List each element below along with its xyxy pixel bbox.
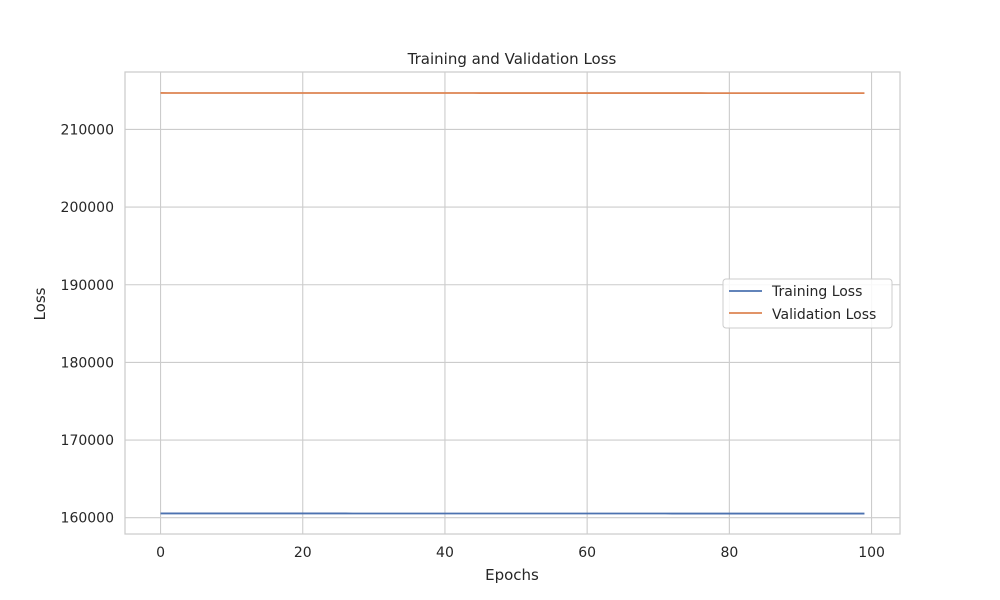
legend-label-validation: Validation Loss xyxy=(772,307,876,323)
x-axis-label: Epochs xyxy=(485,566,539,584)
x-tick-label: 0 xyxy=(156,545,165,561)
chart-title: Training and Validation Loss xyxy=(407,50,617,68)
y-tick-label: 160000 xyxy=(61,511,114,527)
x-tick-label: 100 xyxy=(858,545,885,561)
legend-box xyxy=(722,278,893,329)
x-tick-label: 20 xyxy=(294,545,312,561)
y-tick-label: 190000 xyxy=(61,278,114,294)
x-tick-label: 60 xyxy=(578,545,596,561)
legend-label-training: Training Loss xyxy=(771,284,862,300)
y-tick-label: 200000 xyxy=(61,200,114,216)
y-axis-label: Loss xyxy=(31,287,49,320)
series-layer xyxy=(160,92,865,515)
y-tick-label: 210000 xyxy=(61,122,114,138)
y-tick-label: 180000 xyxy=(61,355,114,371)
tick-labels: 0 20 40 60 80 100 160000 170000 180000 190000 2000… xyxy=(61,122,885,561)
plot-area-frame xyxy=(124,71,901,535)
y-tick-label: 170000 xyxy=(61,433,114,449)
legend: Training Loss Validation Loss xyxy=(722,278,893,329)
x-tick-label: 80 xyxy=(720,545,738,561)
x-tick-label: 40 xyxy=(436,545,454,561)
